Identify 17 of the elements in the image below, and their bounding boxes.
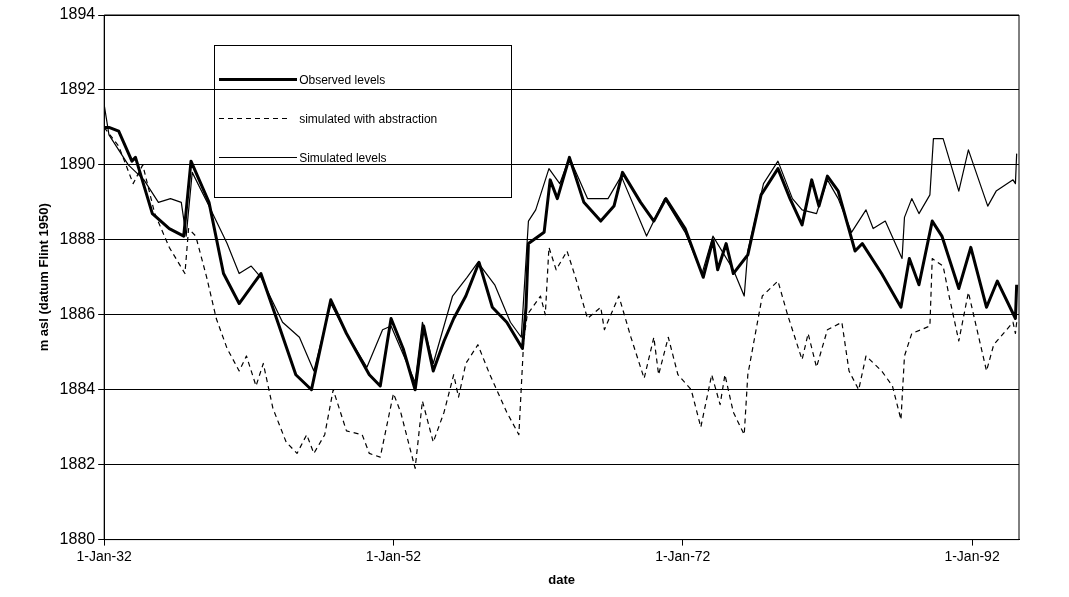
- legend-label: simulated with abstraction: [299, 111, 438, 126]
- y-axis-title: m asl (datum Flint 1950): [36, 203, 52, 352]
- x-tick-label: 1-Jan-52: [365, 547, 422, 564]
- x-tick-label: 1-Jan-72: [655, 547, 711, 564]
- y-tick-label: 1884: [59, 380, 96, 398]
- y-tick-label: 1890: [59, 155, 96, 173]
- y-tick-label: 1882: [59, 455, 96, 473]
- x-tick-label: 1-Jan-32: [76, 547, 133, 564]
- legend-label: Simulated levels: [299, 150, 387, 165]
- y-tick-label: 1880: [59, 530, 96, 548]
- legend-label: Observed levels: [299, 72, 386, 87]
- x-tick-label: 1-Jan-92: [944, 547, 1000, 564]
- x-axis-title: date: [548, 571, 575, 587]
- y-tick-label: 1892: [59, 80, 96, 98]
- y-tick-label: 1886: [59, 305, 96, 323]
- y-tick-label: 1894: [59, 5, 96, 23]
- y-tick-label: 1888: [59, 230, 96, 248]
